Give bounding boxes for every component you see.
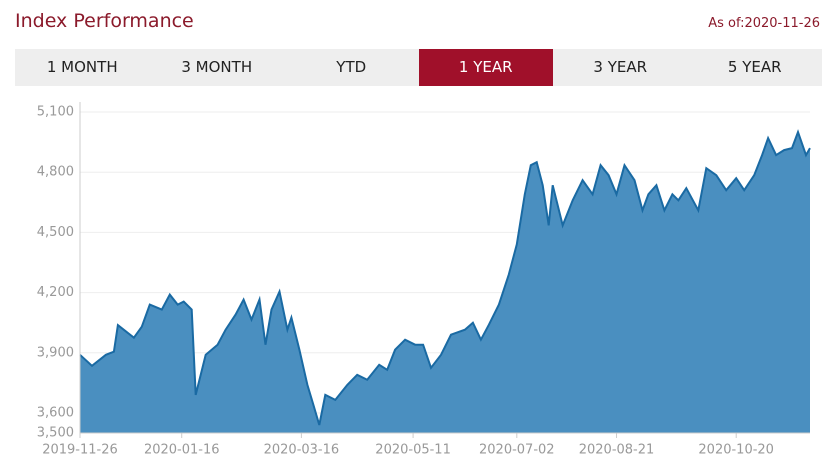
x-tick-label: 2019-11-26 bbox=[42, 443, 118, 458]
y-tick-label: 3,500 bbox=[37, 426, 74, 441]
y-tick-label: 4,500 bbox=[37, 225, 74, 240]
line bbox=[79, 129, 811, 426]
x-tick-label: 2020-07-02 bbox=[479, 443, 555, 458]
title: Index Performance bbox=[15, 10, 194, 32]
x-tick-label: 2020-03-16 bbox=[264, 443, 340, 458]
period-tab[interactable]: 1 MONTH bbox=[46, 58, 118, 76]
y-tick-label: 4,800 bbox=[37, 165, 74, 180]
period-tab[interactable]: 3 YEAR bbox=[593, 58, 648, 76]
area bbox=[80, 132, 810, 433]
x-tick-label: 2020-05-11 bbox=[375, 443, 451, 458]
y-tick-label: 5,100 bbox=[37, 105, 74, 120]
period-tab[interactable]: 1 YEAR bbox=[418, 49, 553, 86]
y-tick-label: 4,200 bbox=[37, 285, 74, 300]
x-tick-label: 2020-08-21 bbox=[579, 443, 655, 458]
as-of-date: As of:2020-11-26 bbox=[708, 16, 820, 31]
x-tick-label: 2020-10-20 bbox=[698, 443, 774, 458]
period-tab[interactable]: YTD bbox=[336, 58, 367, 76]
y-tick-label: 3,900 bbox=[37, 345, 74, 360]
period-tabs: 1 MONTH 3 MONTH YTD 1 YEAR 3 YEAR 5 YEAR bbox=[15, 49, 822, 86]
period-tab[interactable]: 5 YEAR bbox=[727, 58, 782, 76]
y-tick-label: 3,600 bbox=[37, 405, 74, 420]
x-tick-label: 2020-01-16 bbox=[144, 443, 220, 458]
period-tab[interactable]: 3 MONTH bbox=[181, 58, 253, 76]
